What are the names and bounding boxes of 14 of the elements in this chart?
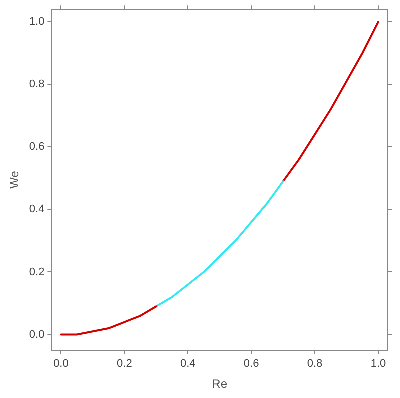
- y-tick-label: 0.8: [29, 78, 45, 91]
- y-tick-label: 0.0: [29, 328, 45, 341]
- x-tick-label: 0.8: [307, 358, 323, 370]
- x-tick-label: 0.4: [180, 358, 196, 370]
- x-tick-label: 0.0: [54, 358, 69, 370]
- x-axis-title: Re: [212, 377, 228, 392]
- x-tick-label: 1.0: [370, 358, 386, 370]
- y-axis-title: We: [8, 170, 22, 189]
- y-tick-label: 1.0: [29, 16, 45, 28]
- x-tick-label: 0.6: [244, 358, 260, 370]
- y-tick-label: 0.6: [29, 141, 45, 154]
- y-tick-label: 0.4: [29, 204, 45, 216]
- y-tick-label: 0.2: [29, 266, 45, 278]
- x-tick-label: 0.2: [117, 358, 132, 370]
